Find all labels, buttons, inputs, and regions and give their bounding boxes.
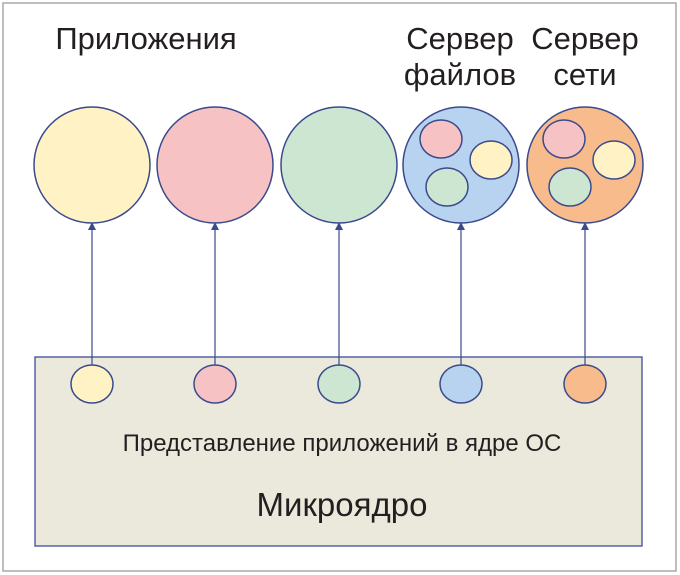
kernel-rep-orange [563,364,607,404]
network-server-yellow-process [592,140,636,180]
applications-label: Приложения [55,21,236,56]
kernel-rep-green [317,364,361,404]
network-server-label-line2: сети [553,57,616,92]
network-server-node [526,106,644,224]
file-server-label-line2: файлов [404,57,516,92]
kernel-rep-pink [193,364,237,404]
app-pink-circle [156,106,274,224]
kernel-rep-yellow [70,364,114,404]
app-green-circle [280,106,398,224]
network-server-label-line1: Сервер [531,21,638,56]
file-server-green-process [425,167,469,207]
app-yellow-circle [33,106,151,224]
network-server-green-process [548,167,592,207]
file-server-yellow-process [469,140,513,180]
network-server-pink-process [542,119,586,159]
file-server-label-line1: Сервер [406,21,513,56]
file-server-pink-process [419,119,463,159]
microkernel-label: Микроядро [257,486,428,523]
kernel-rep-blue [439,364,483,404]
file-server-node [402,106,520,224]
kernel-representation-label: Представление приложений в ядре ОС [123,430,562,457]
